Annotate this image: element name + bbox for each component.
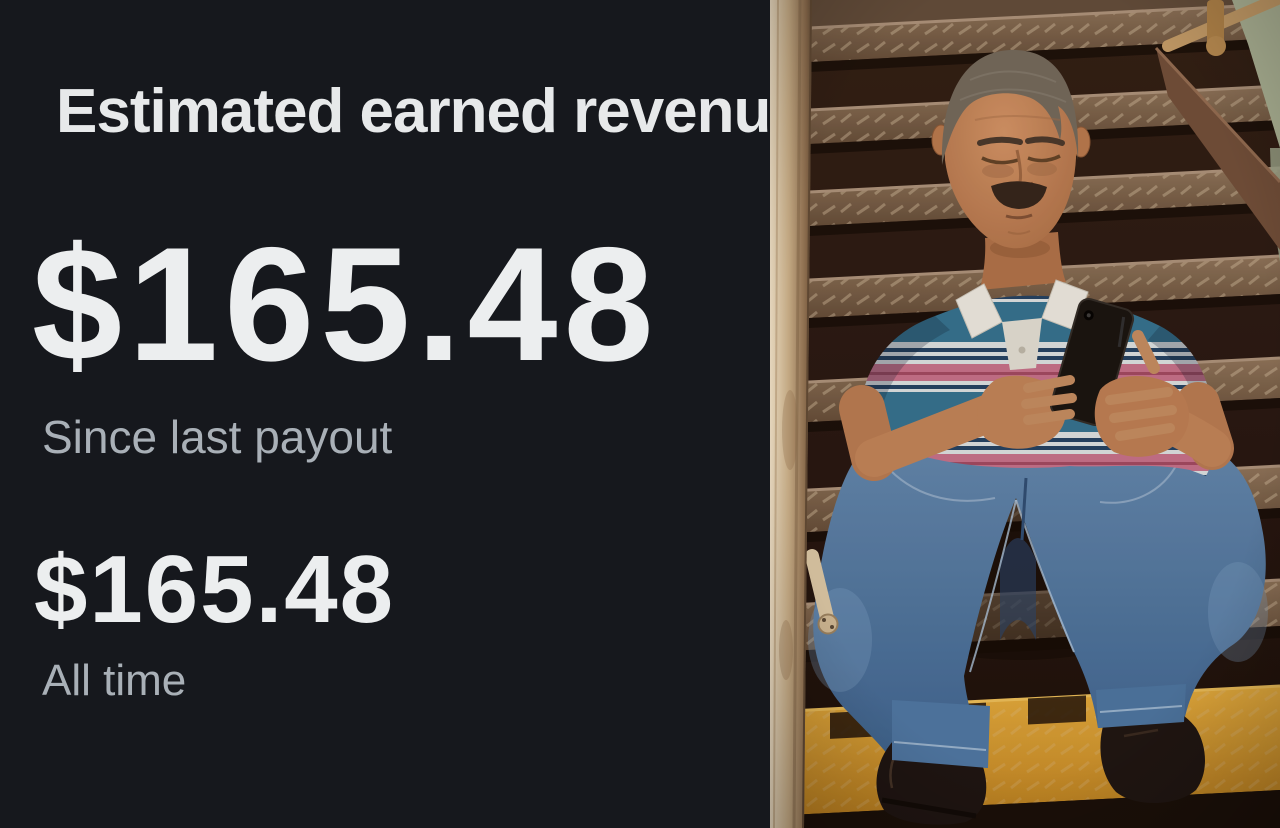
stairs-photo — [770, 0, 1280, 828]
vignette-overlay — [770, 0, 1280, 828]
stairs-photo-illustration — [770, 0, 1280, 828]
stat-primary-label: Since last payout — [42, 411, 393, 463]
revenue-panel: Estimated earned revenu $165.48 Since la… — [32, 77, 770, 705]
stat-secondary-label: All time — [42, 656, 187, 705]
stat-secondary-amount: $165.48 — [34, 536, 396, 643]
stat-primary-amount: $165.48 — [32, 214, 660, 395]
panel-title: Estimated earned revenu — [56, 77, 770, 146]
